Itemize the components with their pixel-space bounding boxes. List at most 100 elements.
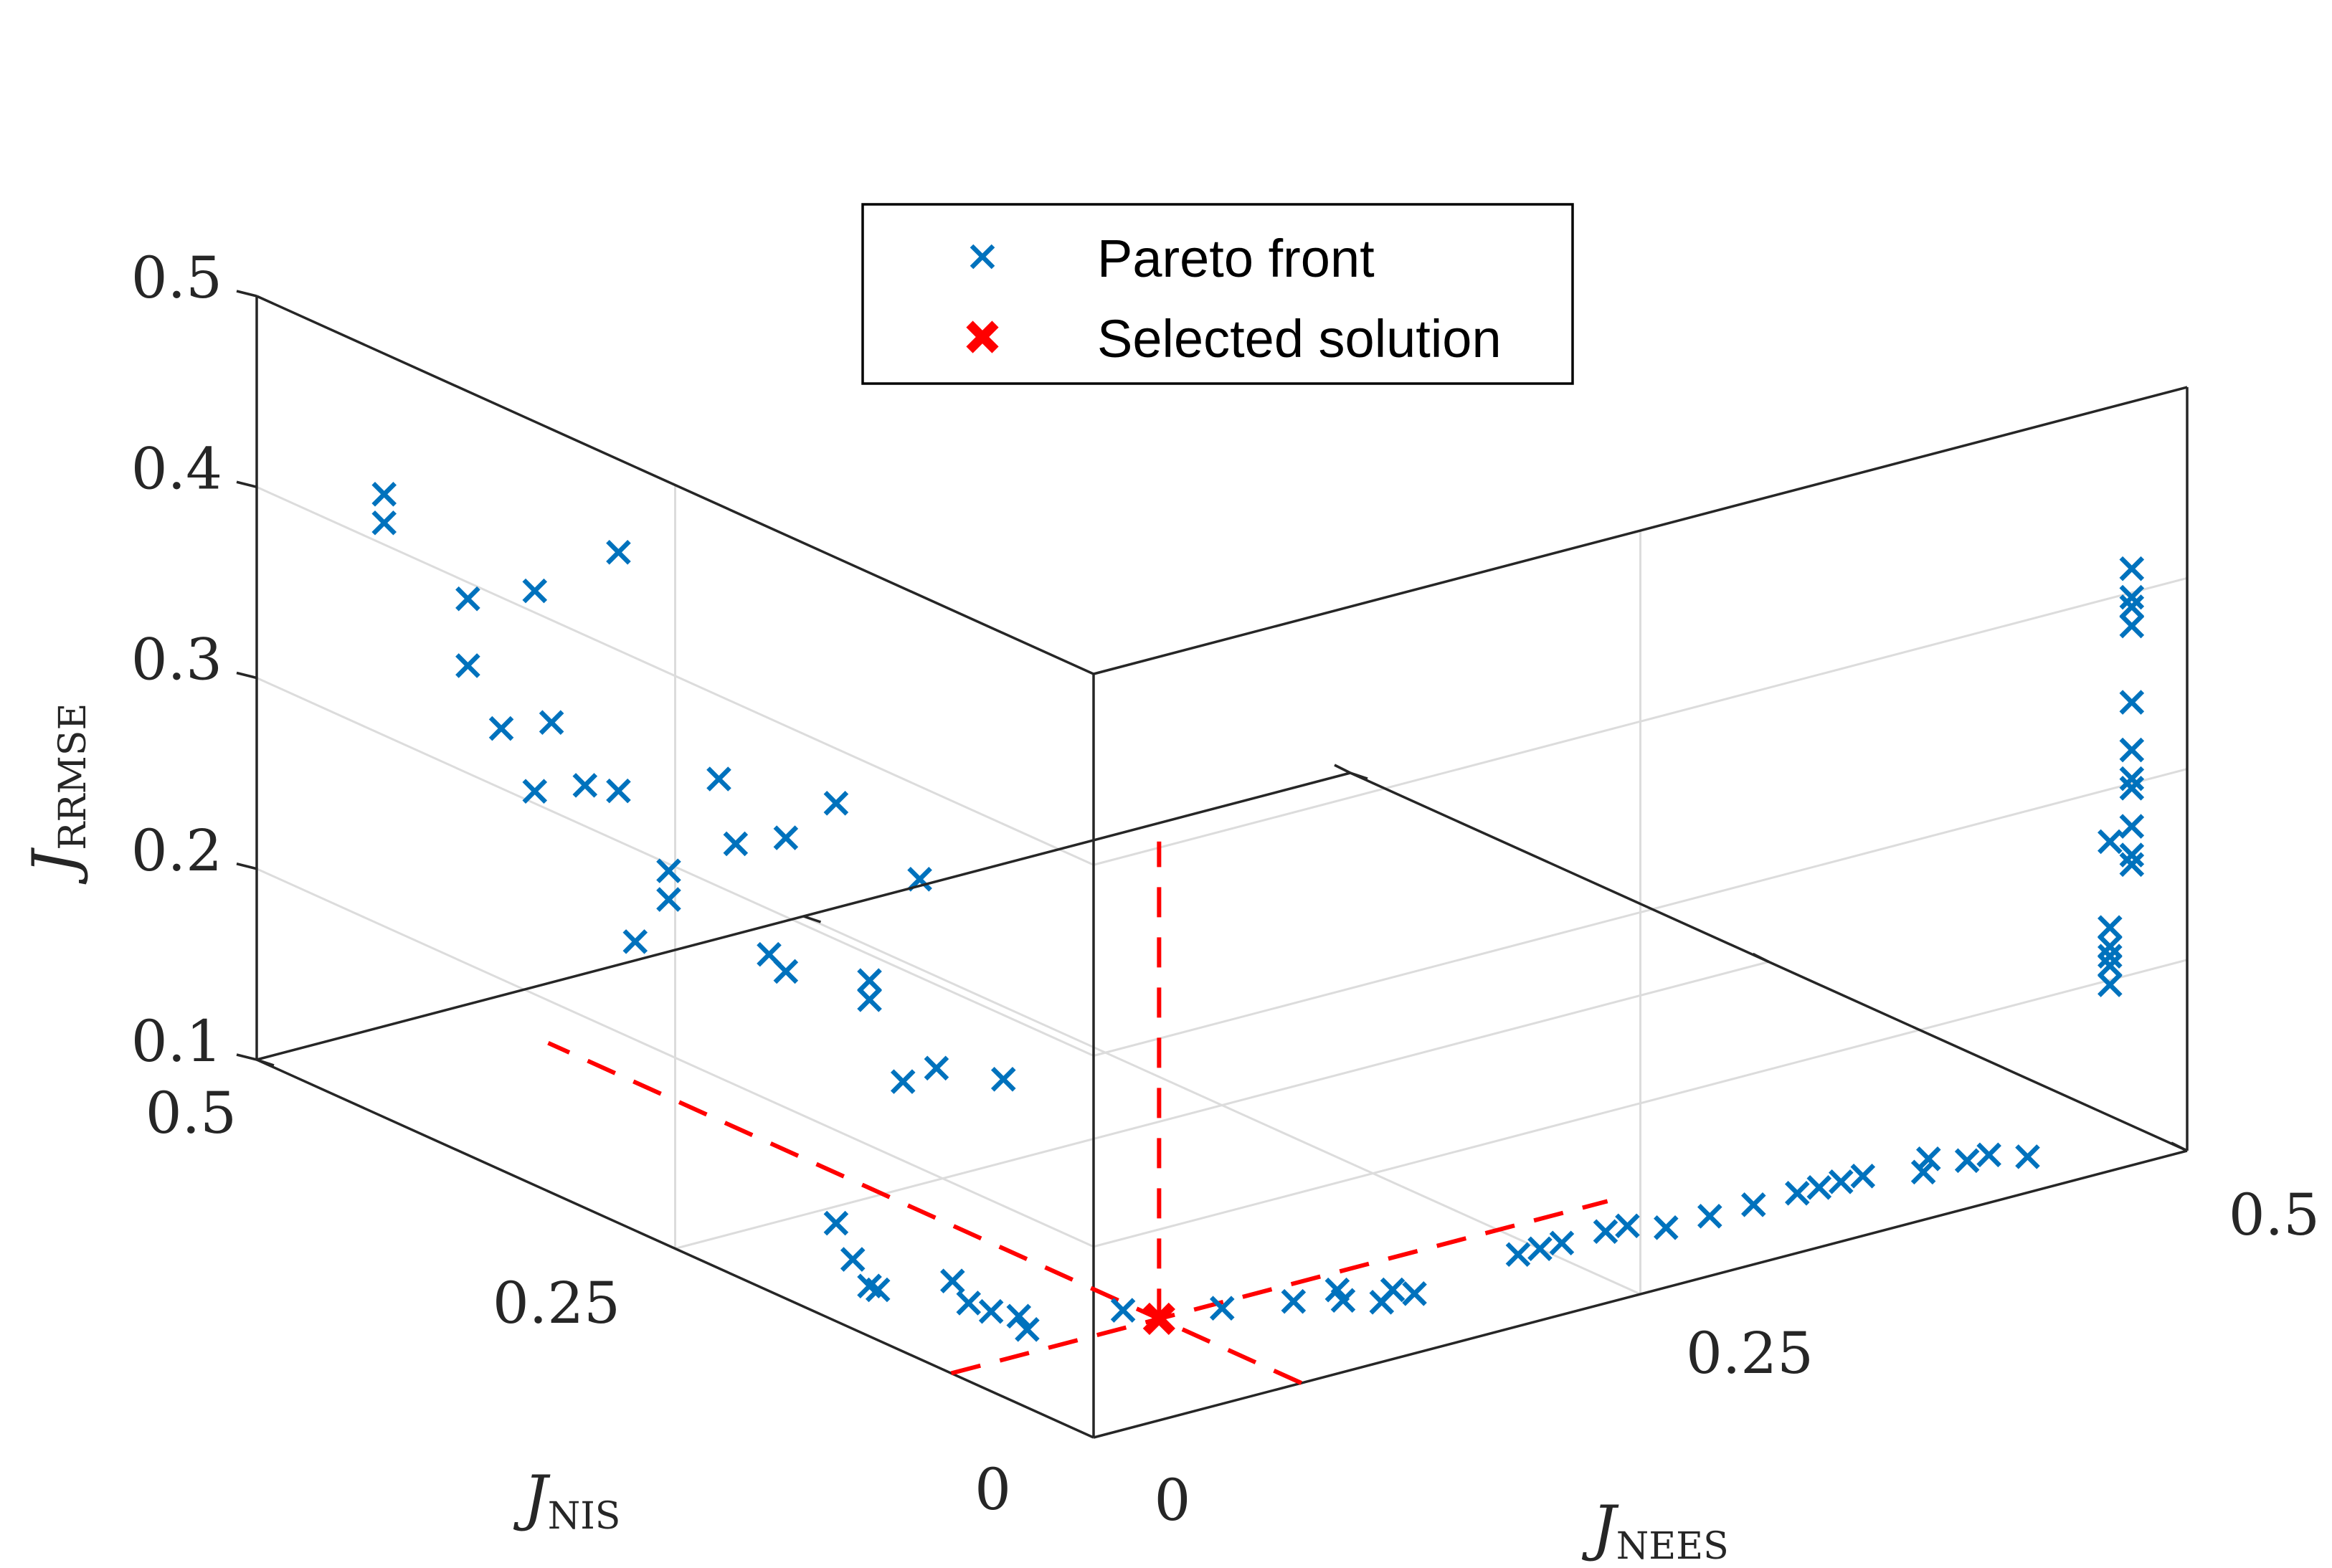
- z-tick-label: 0.5: [131, 244, 222, 311]
- pareto-point: [1281, 1288, 1307, 1314]
- pareto-point: [1006, 1303, 1032, 1329]
- pareto-point: [940, 1268, 965, 1294]
- pareto-point: [1402, 1281, 1427, 1306]
- pareto-point: [455, 653, 480, 678]
- pareto-point: [1806, 1175, 1832, 1200]
- pareto-point: [706, 766, 731, 792]
- pareto-point: [2119, 852, 2145, 878]
- pareto-point: [522, 779, 548, 804]
- pareto-point: [2098, 829, 2123, 855]
- z-tick-mark: [236, 290, 257, 298]
- x-tick-label: 0: [1155, 1467, 1191, 1534]
- pareto-point: [1785, 1181, 1810, 1206]
- pareto-point: [2098, 915, 2123, 941]
- legend-label-selected: Selected solution: [1097, 309, 1502, 369]
- x-tick-mark: [256, 1058, 275, 1067]
- pareto-point: [2119, 584, 2145, 610]
- legend-marker-selected: [966, 320, 999, 353]
- grid-line-x-floor: [802, 915, 1641, 1296]
- y-tick-mark: [1752, 952, 1770, 964]
- pareto-point: [2119, 766, 2145, 792]
- z-tick-label: 0.4: [131, 435, 222, 502]
- pareto-point: [1615, 1213, 1640, 1239]
- pareto-point: [606, 778, 631, 804]
- legend-marker-pareto: [970, 244, 995, 270]
- y-tick-label: 0.25: [493, 1270, 620, 1336]
- pareto-point: [1505, 1242, 1531, 1268]
- pareto-point: [907, 866, 932, 892]
- pareto-point: [2119, 690, 2145, 715]
- pareto-point: [723, 831, 749, 857]
- legend: Pareto front Selected solution: [861, 203, 1574, 385]
- pareto-point: [1697, 1204, 1722, 1229]
- x-tick-mark: [802, 915, 822, 923]
- legend-pareto-x: [970, 244, 995, 270]
- pareto-point: [1549, 1230, 1575, 1256]
- pareto-point: [1593, 1219, 1618, 1245]
- pareto-point: [572, 773, 598, 798]
- pareto-point: [2119, 737, 2145, 763]
- y-tick-mark: [1334, 764, 1351, 774]
- pareto-point: [2119, 594, 2145, 619]
- pareto-point: [890, 1069, 916, 1094]
- pareto-point: [2119, 613, 2145, 639]
- pareto-point: [956, 1291, 982, 1316]
- pareto-point: [1110, 1298, 1136, 1323]
- z-tick-label: 0.1: [131, 1008, 222, 1075]
- x-axis-label: JNEES: [1581, 1493, 1729, 1568]
- pareto-point: [2098, 972, 2123, 997]
- y-axis-label: JNIS: [513, 1463, 620, 1538]
- z-tick-label: 0.2: [131, 817, 222, 884]
- y-axis-label-main: J: [513, 1463, 551, 1533]
- pareto-point: [656, 858, 681, 883]
- pareto-point: [488, 716, 514, 741]
- axes-box-back: [256, 295, 2188, 1439]
- legend-label-pareto: Pareto front: [1097, 229, 1375, 288]
- x-tick-mark: [1350, 771, 1368, 780]
- pareto-point: [1015, 1317, 1040, 1342]
- pareto-point: [2098, 953, 2123, 979]
- selected-solution-point: [1142, 1302, 1175, 1336]
- pareto-point: [539, 710, 564, 736]
- pareto-point: [2119, 814, 2145, 839]
- pareto-point: [865, 1277, 891, 1303]
- pareto-point: [990, 1067, 1016, 1092]
- selected-solution-guides: [547, 841, 1608, 1385]
- pareto-point: [823, 1210, 849, 1236]
- pareto-point: [1850, 1164, 1876, 1189]
- pareto-point: [857, 987, 882, 1012]
- z-tick-mark: [236, 863, 257, 870]
- z-tick-mark: [236, 480, 257, 488]
- box-edge-back-floor-right: [1093, 1149, 2188, 1439]
- pareto-point: [2119, 556, 2145, 581]
- y-tick-label: 0: [975, 1456, 1011, 1523]
- tick-labels: 0.1 0.2 0.3 0.4 0.5 0 0.25 0.5 0 0.25 0.5: [131, 244, 2320, 1534]
- z-tick-mark: [236, 1053, 257, 1061]
- pareto-point: [371, 510, 397, 536]
- box-edge-back-top-left: [256, 295, 1094, 675]
- pareto-point: [1741, 1192, 1766, 1217]
- pareto-point: [371, 482, 397, 507]
- pareto-point: [1829, 1169, 1854, 1194]
- pareto-point: [1369, 1290, 1395, 1315]
- pareto-point: [773, 959, 799, 984]
- pareto-point: [2098, 944, 2123, 969]
- x-tick-label: 0.5: [2229, 1182, 2320, 1248]
- x-axis-label-main: J: [1581, 1493, 1619, 1563]
- z-axis-label: JRRMSE: [19, 703, 95, 885]
- pareto-point: [2015, 1144, 2040, 1169]
- pareto-point: [924, 1055, 949, 1081]
- guide-line-x: [950, 1199, 1608, 1376]
- pareto-point: [2098, 934, 2123, 959]
- grid-lines: [256, 485, 2188, 1296]
- pareto-point: [1976, 1142, 2001, 1168]
- pareto-point: [857, 968, 882, 994]
- pareto-point: [1954, 1148, 1980, 1174]
- pareto-point: [1527, 1236, 1553, 1262]
- legend-box: [861, 203, 1574, 385]
- z-axis-label-sub: RRMSE: [52, 703, 95, 850]
- pareto-point: [2119, 842, 2145, 868]
- box-edge-back-top-right: [1093, 386, 2188, 675]
- y-tick-label: 0.5: [146, 1080, 237, 1146]
